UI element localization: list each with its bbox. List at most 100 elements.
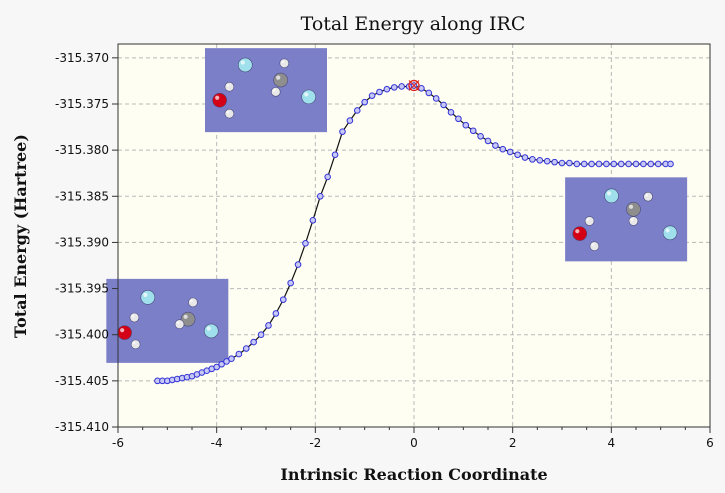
atom-highlight bbox=[575, 229, 580, 234]
atom-red bbox=[212, 92, 227, 108]
atom-highlight bbox=[630, 218, 634, 221]
data-point bbox=[580, 160, 588, 168]
atom-highlight bbox=[591, 243, 595, 247]
atom-light bbox=[662, 225, 678, 241]
data-point bbox=[625, 160, 632, 168]
atom-highlight bbox=[272, 88, 276, 92]
atom-highlight bbox=[304, 92, 309, 97]
data-point bbox=[440, 101, 447, 109]
y-tick-label: -315.385 bbox=[55, 189, 109, 203]
data-point bbox=[242, 345, 250, 352]
atom-highlight bbox=[586, 218, 590, 221]
data-point bbox=[324, 173, 331, 181]
data-point bbox=[257, 331, 265, 339]
data-point bbox=[632, 160, 640, 168]
atom-grey bbox=[273, 72, 288, 88]
data-point bbox=[499, 145, 507, 153]
data-point bbox=[279, 296, 287, 303]
data-point bbox=[477, 132, 484, 140]
atom-highlight bbox=[665, 228, 670, 233]
data-point bbox=[506, 148, 514, 156]
molecule-panel bbox=[565, 177, 688, 262]
atom-highlight bbox=[143, 292, 148, 297]
data-point bbox=[492, 142, 499, 149]
data-point bbox=[514, 151, 521, 159]
atom-red bbox=[117, 325, 132, 340]
data-point bbox=[250, 338, 257, 346]
atom-grey bbox=[626, 201, 641, 217]
data-point bbox=[223, 358, 230, 365]
data-point bbox=[361, 98, 368, 106]
data-point bbox=[316, 192, 324, 200]
chart-title: Total Energy along IRC bbox=[301, 13, 526, 35]
data-point bbox=[346, 117, 354, 124]
data-point bbox=[469, 127, 477, 135]
ts-ring bbox=[408, 79, 420, 92]
atom-highlight bbox=[276, 75, 281, 80]
atom-highlight bbox=[131, 314, 135, 318]
transition-state-marker bbox=[408, 79, 420, 92]
data-point bbox=[603, 160, 610, 168]
data-point bbox=[566, 159, 573, 167]
atom-white bbox=[224, 81, 235, 92]
y-tick-label: -315.410 bbox=[55, 420, 109, 434]
x-axis-ticks: -6 -4 -2 0 2 4 6 bbox=[112, 427, 714, 450]
molecule-panel bbox=[106, 278, 229, 363]
data-point bbox=[610, 160, 618, 168]
atom-highlight bbox=[645, 193, 648, 197]
data-point bbox=[551, 158, 558, 166]
x-tick-label: -2 bbox=[309, 436, 321, 450]
molecule-inset bbox=[205, 48, 327, 133]
data-point bbox=[376, 88, 383, 96]
data-point bbox=[213, 363, 220, 371]
data-point bbox=[425, 89, 433, 97]
y-tick-label: -315.375 bbox=[55, 97, 109, 111]
data-point bbox=[272, 310, 280, 317]
molecule-inset bbox=[106, 278, 229, 363]
data-point bbox=[339, 128, 346, 135]
atom-highlight bbox=[215, 95, 220, 100]
data-point bbox=[640, 160, 647, 168]
data-point bbox=[390, 84, 398, 91]
data-point bbox=[302, 240, 309, 247]
data-point bbox=[617, 160, 625, 168]
atom-white bbox=[174, 319, 185, 330]
atom-red bbox=[572, 226, 588, 241]
atom-white bbox=[270, 87, 281, 97]
data-point bbox=[294, 261, 302, 268]
atom-white bbox=[584, 216, 595, 226]
atom-white bbox=[188, 297, 198, 308]
atom-white bbox=[279, 58, 290, 69]
ts-cross bbox=[408, 80, 420, 91]
x-tick-label: 4 bbox=[608, 436, 616, 450]
x-tick-label: -6 bbox=[112, 436, 124, 450]
atom-white bbox=[589, 241, 600, 252]
x-tick-label: -4 bbox=[211, 436, 223, 450]
data-point bbox=[432, 95, 440, 102]
data-point bbox=[647, 160, 655, 168]
y-tick-label: -315.395 bbox=[55, 282, 109, 296]
atom-highlight bbox=[226, 110, 230, 114]
data-point bbox=[484, 137, 492, 145]
atom-highlight bbox=[190, 299, 193, 303]
atom-light bbox=[237, 57, 253, 73]
x-axis-label: Intrinsic Reaction Coordinate bbox=[280, 465, 547, 484]
x-tick-label: 2 bbox=[509, 436, 517, 450]
y-tick-label: -315.405 bbox=[55, 374, 109, 388]
atom-white bbox=[129, 312, 140, 323]
y-tick-label: -315.380 bbox=[55, 143, 109, 157]
x-tick-label: 0 bbox=[410, 436, 418, 450]
data-point bbox=[543, 157, 551, 165]
data-point bbox=[462, 121, 470, 129]
data-point bbox=[455, 115, 462, 123]
atom-light bbox=[301, 89, 317, 105]
x-tick-label: 6 bbox=[706, 436, 714, 450]
data-point bbox=[383, 85, 391, 93]
atom-highlight bbox=[281, 60, 285, 64]
atom-white bbox=[628, 216, 639, 226]
data-point bbox=[309, 216, 317, 224]
atom-highlight bbox=[183, 314, 188, 319]
data-point bbox=[265, 322, 272, 329]
